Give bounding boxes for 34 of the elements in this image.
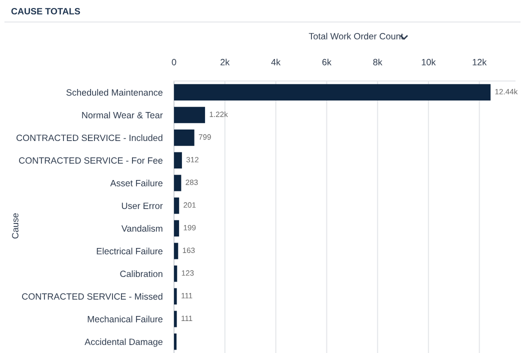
bar [174, 84, 491, 100]
bar [174, 266, 178, 282]
y-tick-label: Vandalism [121, 225, 162, 232]
y-tick-label: Normal Wear & Tear [82, 112, 163, 118]
y-tick-label: Asset Failure [110, 180, 162, 186]
x-tick-label: 10k [422, 58, 436, 66]
bar [174, 242, 178, 260]
x-tick-label: 0 [172, 58, 176, 66]
y-tick-label: CONTRACTED SERVICE - Missed [22, 293, 162, 300]
bar [174, 310, 177, 328]
x-tick-label: 2k [220, 58, 230, 66]
bar [174, 288, 177, 304]
x-tick-label: 8k [373, 58, 382, 66]
bar [174, 152, 182, 168]
bar [174, 106, 206, 124]
y-tick-label: Calibration [120, 270, 162, 278]
x-tick-label: 12k [472, 58, 487, 66]
bar [174, 130, 194, 146]
y-tick-label: CONTRACTED SERVICE - For Fee [19, 157, 162, 164]
x-axis-title: Total Work Order Count [308, 32, 404, 40]
x-tick-label: 6k [322, 58, 332, 66]
bar [174, 220, 180, 236]
y-tick-label: Mechanical Failure [88, 316, 162, 322]
bar [174, 174, 182, 192]
y-tick-label: User Error [122, 202, 163, 210]
y-axis-title: Cause [12, 213, 18, 239]
y-tick-label: Accidental Damage [84, 338, 162, 347]
x-tick-label: 4k [271, 58, 281, 66]
y-tick-label: Electrical Failure [96, 248, 162, 254]
bar [174, 334, 177, 350]
y-tick-label: Scheduled Maintenance [66, 89, 162, 96]
bar [174, 198, 180, 214]
y-tick-label: CONTRACTED SERVICE - Included [16, 134, 162, 142]
text: CAUSE TOTALS [11, 8, 80, 14]
